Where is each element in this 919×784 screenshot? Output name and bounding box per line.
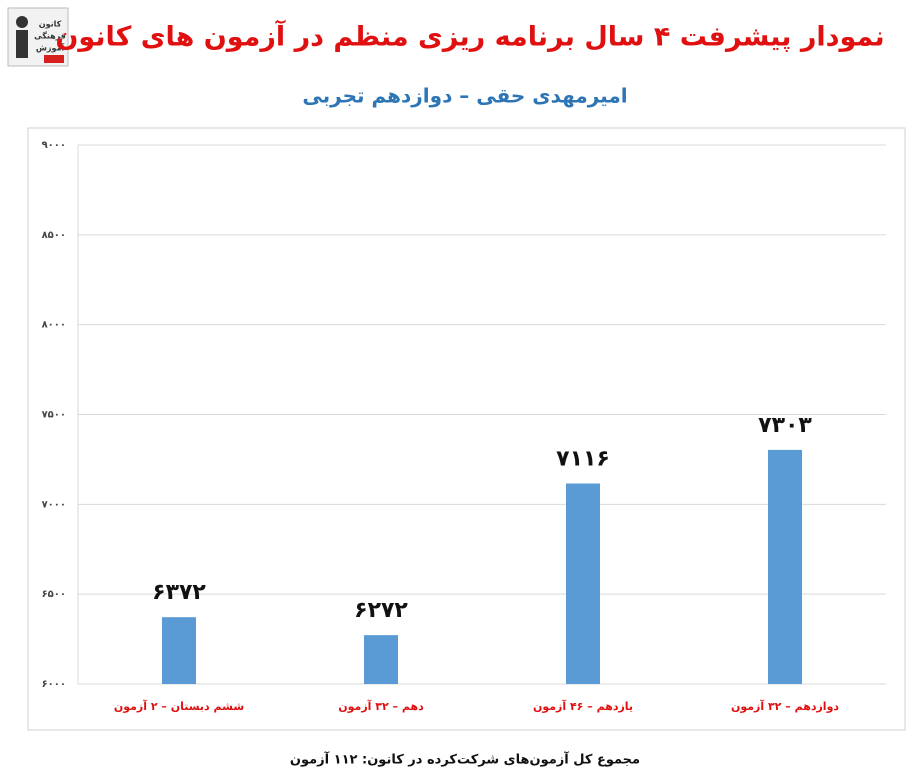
y-tick-label: ۷۵۰۰ — [42, 410, 66, 421]
value-label: ۷۳۰۳ — [758, 413, 812, 438]
logo: کانون فرهنگی آموزش — [7, 7, 69, 67]
logo-text: کانون — [39, 20, 62, 29]
bar — [768, 449, 802, 684]
value-label: ۶۳۷۲ — [152, 580, 206, 605]
y-tick-label: ۸۰۰۰ — [42, 320, 66, 331]
y-tick-label: ۸۵۰۰ — [42, 230, 66, 241]
value-label: ۶۲۷۲ — [354, 598, 408, 623]
x-tick-label: یازدهم – ۴۶ آزمون — [533, 699, 633, 713]
bar — [364, 635, 398, 684]
y-tick-label: ۷۰۰۰ — [42, 499, 66, 510]
value-label: ۷۱۱۶ — [556, 446, 610, 471]
logo-text: فرهنگی — [34, 31, 66, 41]
logo-icon — [16, 16, 28, 28]
logo-icon — [16, 30, 28, 58]
logo-text: آموزش — [36, 43, 65, 54]
x-tick-label: دوازدهم – ۳۲ آزمون — [731, 699, 839, 713]
footnote: مجموع کل آزمون‌های شرکت‌کرده در کانون: ۱… — [290, 751, 640, 768]
y-tick-label: ۶۵۰۰ — [42, 589, 66, 600]
y-tick-label: ۶۰۰۰ — [42, 679, 66, 690]
logo-icon — [44, 55, 64, 63]
chart-subtitle: امیرمهدی حقی – دوازدهم تجربی — [302, 84, 627, 108]
x-tick-label: دهم – ۳۲ آزمون — [338, 699, 424, 713]
chart-frame — [27, 127, 906, 731]
x-tick-label: ششم دبستان – ۲ آزمون — [114, 699, 244, 713]
y-tick-label: ۹۰۰۰ — [42, 140, 66, 151]
bar — [566, 483, 600, 684]
bar — [162, 617, 196, 684]
chart-title: نمودار پیشرفت ۴ سال برنامه ریزی منظم در … — [55, 20, 884, 53]
